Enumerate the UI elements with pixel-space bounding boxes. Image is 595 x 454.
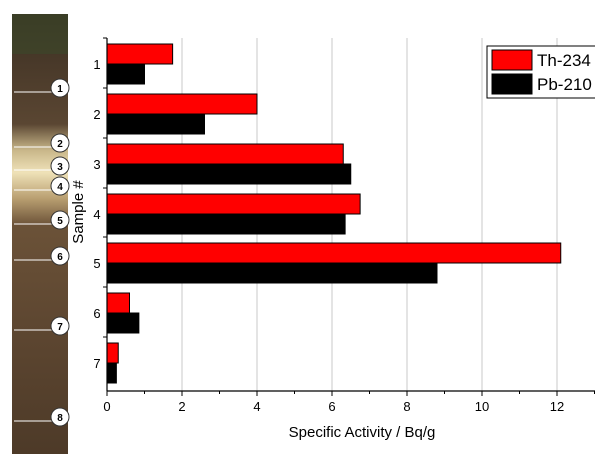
core-marker-label: 4 bbox=[57, 182, 63, 193]
y-tick-label: 3 bbox=[93, 157, 100, 172]
core-marker-circle bbox=[50, 133, 70, 153]
y-tick-label: 1 bbox=[93, 57, 100, 72]
legend-label-th-234: Th-234 bbox=[537, 51, 591, 70]
legend-label-pb-210: Pb-210 bbox=[537, 75, 592, 94]
bar-th-234-sample-4 bbox=[106, 193, 361, 215]
soil-core-vegetation bbox=[12, 14, 68, 54]
core-marker-label: 6 bbox=[57, 252, 63, 263]
core-marker-label: 7 bbox=[57, 322, 63, 333]
core-marker-circle bbox=[50, 407, 70, 427]
bar-pb-210-sample-5 bbox=[106, 262, 438, 284]
x-tick-label: 4 bbox=[253, 399, 260, 414]
legend: Th-234 Pb-210 bbox=[486, 45, 595, 99]
y-tick-label: 6 bbox=[93, 306, 100, 321]
bar-pb-210-sample-2 bbox=[106, 113, 205, 135]
bar-pb-210-sample-3 bbox=[106, 163, 352, 185]
bar-th-234-sample-6 bbox=[106, 292, 130, 314]
bar-pb-210-sample-6 bbox=[106, 312, 140, 334]
x-tick-label: 6 bbox=[328, 399, 335, 414]
x-tick-label: 0 bbox=[103, 399, 110, 414]
legend-swatch-th-234 bbox=[491, 49, 533, 71]
soil-core-image: 1 2 3 4 5 6 7 8 bbox=[12, 14, 70, 454]
core-marker-circle bbox=[50, 176, 70, 196]
x-tick-label: 10 bbox=[475, 399, 489, 414]
core-marker-circle bbox=[50, 316, 70, 336]
core-marker-circle bbox=[50, 78, 70, 98]
bar-pb-210-sample-4 bbox=[106, 213, 346, 235]
y-axis-label: Sample # bbox=[70, 180, 87, 244]
y-tick-label: 5 bbox=[93, 256, 100, 271]
x-tick-label: 12 bbox=[550, 399, 564, 414]
core-marker-label: 1 bbox=[57, 84, 63, 95]
core-marker-circle bbox=[50, 156, 70, 176]
bar-pb-210-sample-1 bbox=[106, 63, 145, 85]
core-marker-label: 2 bbox=[57, 139, 63, 150]
bar-th-234-sample-3 bbox=[106, 143, 344, 165]
bar-th-234-sample-2 bbox=[106, 93, 258, 115]
bar-th-234-sample-5 bbox=[106, 242, 562, 264]
x-axis-label: Specific Activity / Bq/g bbox=[289, 424, 436, 441]
core-marker-label: 3 bbox=[57, 162, 63, 173]
y-tick-label: 2 bbox=[93, 107, 100, 122]
y-tick-label: 7 bbox=[93, 356, 100, 371]
x-tick-label: 8 bbox=[403, 399, 410, 414]
x-tick-label: 2 bbox=[178, 399, 185, 414]
core-marker-label: 8 bbox=[57, 413, 63, 424]
legend-swatch-pb-210 bbox=[491, 73, 533, 95]
bar-th-234-sample-1 bbox=[106, 43, 174, 65]
bar-th-234-sample-7 bbox=[106, 342, 119, 364]
core-marker-circle bbox=[50, 246, 70, 266]
y-tick-label: 4 bbox=[93, 207, 100, 222]
core-marker-circle bbox=[50, 210, 70, 230]
core-marker-label: 5 bbox=[57, 216, 63, 227]
bar-pb-210-sample-7 bbox=[106, 362, 117, 384]
